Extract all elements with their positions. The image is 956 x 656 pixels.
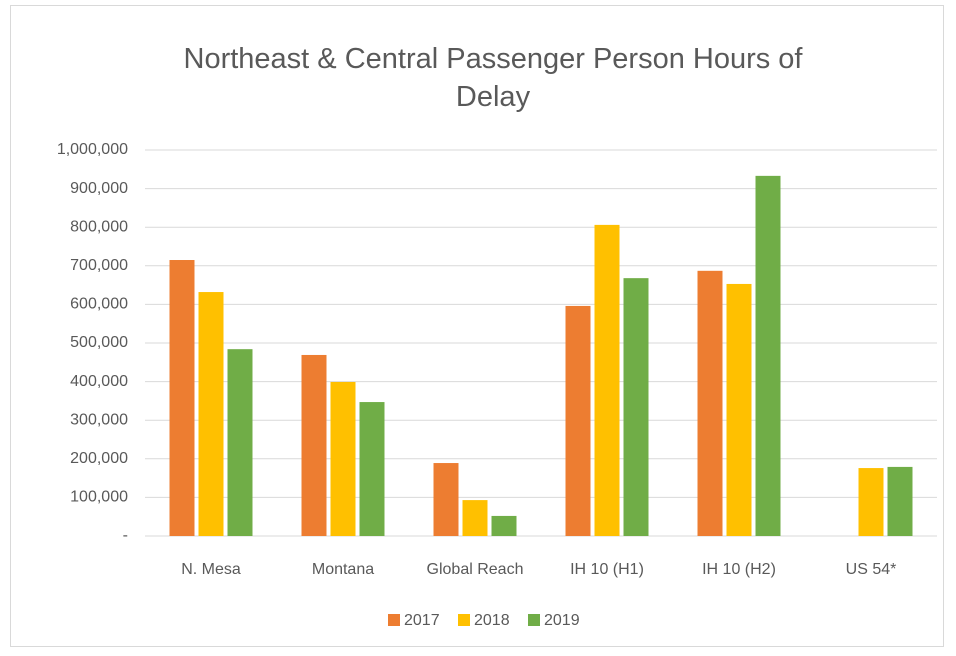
y-tick-label: 300,000 xyxy=(70,411,128,428)
bar xyxy=(755,175,781,536)
y-tick-label: 100,000 xyxy=(70,489,128,506)
y-tick-label: - xyxy=(123,527,128,544)
bar xyxy=(623,278,649,536)
bar xyxy=(697,270,723,536)
legend-swatch xyxy=(528,614,540,626)
y-tick-label: 400,000 xyxy=(70,373,128,390)
y-tick-label: 1,000,000 xyxy=(57,141,128,158)
bar xyxy=(330,381,356,536)
x-tick-label: IH 10 (H2) xyxy=(702,561,776,578)
x-tick-label: N. Mesa xyxy=(181,561,241,578)
y-tick-label: 600,000 xyxy=(70,296,128,313)
bar xyxy=(726,283,752,536)
chart-frame xyxy=(10,5,944,647)
bar xyxy=(227,349,253,536)
y-tick-label: 200,000 xyxy=(70,450,128,467)
bar xyxy=(433,463,459,536)
legend-swatch xyxy=(388,614,400,626)
bar xyxy=(565,305,591,536)
bar xyxy=(887,466,913,536)
x-tick-label: IH 10 (H1) xyxy=(570,561,644,578)
bar xyxy=(301,354,327,536)
x-tick-label: Global Reach xyxy=(427,561,524,578)
y-tick-label: 700,000 xyxy=(70,257,128,274)
bar xyxy=(594,224,620,536)
legend-label: 2017 xyxy=(404,612,440,629)
x-tick-label: US 54* xyxy=(846,561,897,578)
bar xyxy=(359,402,385,536)
x-tick-label: Montana xyxy=(312,561,374,578)
bar xyxy=(198,292,224,536)
bar xyxy=(169,260,195,536)
bar xyxy=(491,515,517,536)
legend-swatch xyxy=(458,614,470,626)
chart-title: Northeast & Central Passenger Person Hou… xyxy=(183,43,803,113)
bar xyxy=(462,500,488,536)
y-tick-label: 800,000 xyxy=(70,218,128,235)
legend-label: 2018 xyxy=(474,612,510,629)
legend-label: 2019 xyxy=(544,612,580,629)
y-tick-label: 900,000 xyxy=(70,180,128,197)
bar xyxy=(858,468,884,536)
y-tick-label: 500,000 xyxy=(70,334,128,351)
